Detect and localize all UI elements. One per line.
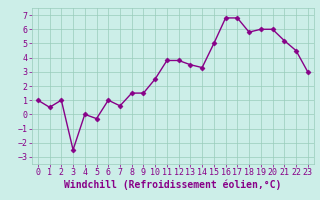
X-axis label: Windchill (Refroidissement éolien,°C): Windchill (Refroidissement éolien,°C) xyxy=(64,180,282,190)
